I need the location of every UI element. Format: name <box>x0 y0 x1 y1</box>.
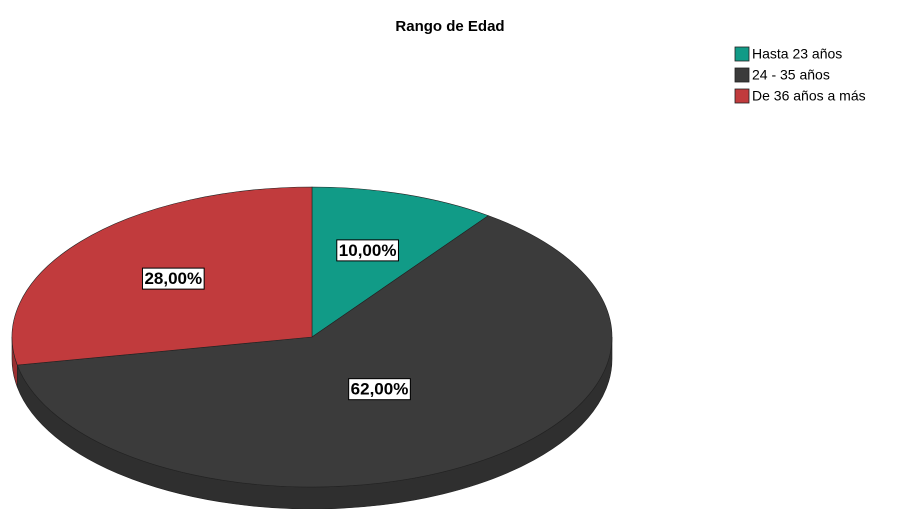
data-label-box <box>348 378 411 401</box>
data-label-box <box>336 239 399 262</box>
data-label-group: 28,00% <box>141 267 205 290</box>
legend-label: Hasta 23 años <box>752 46 842 62</box>
chart-title: Rango de Edad <box>395 18 504 35</box>
data-label: 62,00% <box>351 380 409 399</box>
slice <box>16 215 613 488</box>
legend-swatch <box>734 67 750 83</box>
legend-label: 24 - 35 años <box>752 67 830 83</box>
data-label: 28,00% <box>144 269 202 288</box>
legend-swatch <box>734 46 750 62</box>
data-label-group: 10,00% <box>336 239 399 262</box>
data-label: 10,00% <box>339 241 397 260</box>
slice <box>311 186 489 338</box>
legend-label: De 36 años a más <box>752 88 866 104</box>
legend-swatch <box>734 88 750 104</box>
data-label-box <box>141 267 205 290</box>
data-label-group: 62,00% <box>348 378 411 401</box>
